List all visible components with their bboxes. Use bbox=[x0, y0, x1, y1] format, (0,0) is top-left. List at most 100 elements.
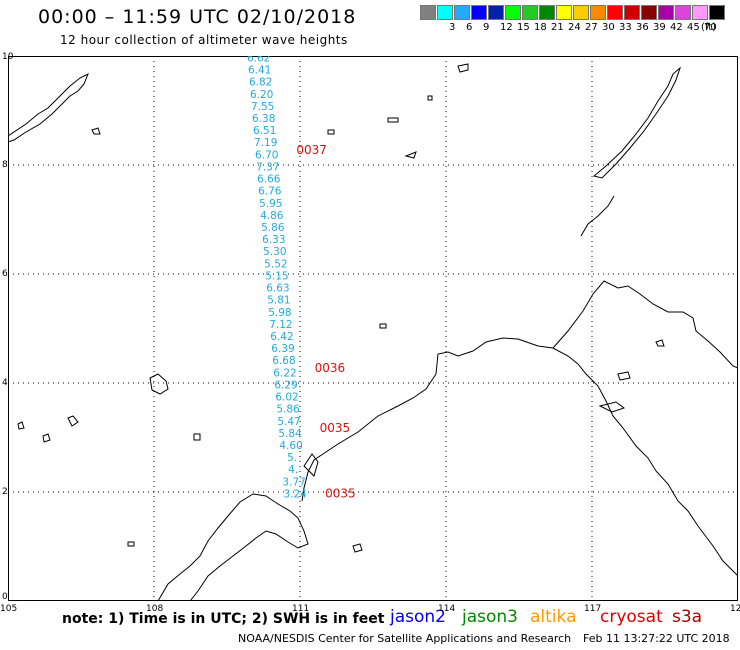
legend-label: 39 bbox=[653, 22, 666, 33]
swh-value: 7.37 bbox=[256, 161, 279, 173]
swh-value: 5.86 bbox=[261, 222, 285, 234]
pass-label: 0035 bbox=[325, 486, 356, 500]
legend-swatch bbox=[709, 5, 725, 20]
lat-lon-grid bbox=[8, 56, 738, 601]
small-island bbox=[127, 541, 135, 547]
legend-label: 27 bbox=[585, 22, 598, 33]
wave-height-map: 6.626.416.826.207.556.386.517.196.707.37… bbox=[8, 56, 738, 601]
lat-tick-label: 0 bbox=[2, 592, 8, 602]
legend-swatch bbox=[556, 5, 572, 20]
lat-tick-label: 6 bbox=[2, 269, 8, 279]
legend-label: 30 bbox=[602, 22, 615, 33]
legend-unit: (ft) bbox=[701, 22, 717, 33]
map-frame bbox=[8, 56, 738, 601]
small-island bbox=[91, 127, 101, 135]
swh-value: 5. bbox=[287, 452, 297, 464]
map-title: 00:00 – 11:59 UTC 02/10/2018 bbox=[38, 6, 357, 28]
legend-label: 70 bbox=[704, 22, 717, 33]
pass-label: 0037 bbox=[296, 143, 327, 157]
legend-swatch bbox=[590, 5, 606, 20]
legend-label: 6 bbox=[466, 22, 473, 33]
swh-value: 6.29 bbox=[274, 379, 297, 391]
lon-tick-label: 108 bbox=[146, 604, 164, 614]
small-island bbox=[327, 129, 335, 135]
swh-value: 5.86 bbox=[276, 404, 300, 416]
map-subtitle: 12 hour collection of altimeter wave hei… bbox=[60, 33, 348, 47]
swh-value: 6.33 bbox=[262, 234, 285, 246]
swh-value: 5.15 bbox=[265, 270, 288, 282]
small-island bbox=[42, 433, 51, 443]
vietnam-coastline bbox=[8, 72, 89, 143]
credit-text: NOAA/NESDIS Center for Satellite Applica… bbox=[238, 632, 572, 645]
swh-value: 6.68 bbox=[272, 355, 295, 367]
swh-value: 6.41 bbox=[248, 65, 271, 77]
swh-value: 5.52 bbox=[264, 258, 287, 270]
pass-label: 0035 bbox=[320, 421, 351, 435]
legend-label: 45 bbox=[687, 22, 700, 33]
swh-value: 6.02 bbox=[275, 392, 298, 404]
swh-value: 4. bbox=[288, 464, 298, 476]
small-island bbox=[352, 543, 363, 553]
anambas-island bbox=[67, 415, 79, 427]
legend-label: 21 bbox=[551, 22, 564, 33]
swh-value: 5.84 bbox=[278, 428, 302, 440]
natuna-island bbox=[149, 373, 169, 395]
small-island bbox=[193, 433, 201, 441]
legend-label: 12 bbox=[500, 22, 513, 33]
lon-tick-label: 120 bbox=[730, 604, 740, 614]
legend-swatch bbox=[505, 5, 521, 20]
palawan-coastline bbox=[592, 66, 682, 179]
legend-swatch bbox=[624, 5, 640, 20]
small-island bbox=[427, 95, 433, 101]
legend-swatch bbox=[420, 5, 436, 20]
legend-label: 36 bbox=[636, 22, 649, 33]
satellite-name: jason3 bbox=[462, 607, 518, 627]
swh-value: 6.51 bbox=[253, 125, 276, 137]
footer-note: note: 1) Time is in UTC; 2) SWH is in fe… bbox=[62, 611, 385, 627]
small-island bbox=[598, 401, 626, 413]
legend-swatch bbox=[573, 5, 589, 20]
legend-swatch bbox=[607, 5, 623, 20]
swh-value: 3.24 bbox=[283, 488, 307, 500]
small-island bbox=[457, 63, 469, 73]
swh-value: 6.76 bbox=[258, 186, 282, 198]
lon-tick-label: 114 bbox=[438, 604, 456, 614]
legend-swatch bbox=[522, 5, 538, 20]
small-island bbox=[387, 117, 399, 123]
swh-value: 6.39 bbox=[271, 343, 294, 355]
pass-label: 0036 bbox=[315, 361, 346, 375]
swh-value: 6.63 bbox=[266, 283, 289, 295]
legend-swatch bbox=[658, 5, 674, 20]
legend-swatch bbox=[692, 5, 708, 20]
swh-value: 5.98 bbox=[268, 307, 291, 319]
sumatra-coastline bbox=[157, 493, 309, 601]
satellite-name: jason2 bbox=[390, 607, 446, 627]
small-island bbox=[303, 453, 319, 477]
legend-swatch bbox=[675, 5, 691, 20]
swh-value: 6.62 bbox=[247, 56, 270, 64]
swh-value: 5.81 bbox=[267, 295, 290, 307]
legend-swatch bbox=[488, 5, 504, 20]
swh-value: 7.12 bbox=[269, 319, 292, 331]
lat-tick-label: 10 bbox=[2, 52, 14, 62]
swh-value: 5.47 bbox=[277, 416, 300, 428]
swh-value: 6.82 bbox=[249, 77, 272, 89]
lon-tick-label: 105 bbox=[0, 604, 18, 614]
wave-height-track: 6.626.416.826.207.556.386.517.196.707.37… bbox=[247, 56, 307, 500]
legend-label: 33 bbox=[619, 22, 632, 33]
swh-value: 5.95 bbox=[259, 198, 282, 210]
borneo-ne-coast bbox=[580, 195, 615, 237]
swh-value: 6.66 bbox=[257, 174, 281, 186]
swh-value: 7.19 bbox=[254, 137, 277, 149]
swh-value: 4.60 bbox=[279, 440, 302, 452]
satellite-name: s3a bbox=[672, 607, 703, 627]
legend-label: 42 bbox=[670, 22, 683, 33]
coastlines bbox=[8, 63, 738, 601]
small-island bbox=[379, 323, 387, 329]
legend-swatch bbox=[471, 5, 487, 20]
legend-swatch bbox=[641, 5, 657, 20]
legend-label: 15 bbox=[517, 22, 530, 33]
legend-swatch bbox=[454, 5, 470, 20]
swh-value: 5.30 bbox=[263, 246, 286, 258]
legend-label: 3 bbox=[449, 22, 456, 33]
